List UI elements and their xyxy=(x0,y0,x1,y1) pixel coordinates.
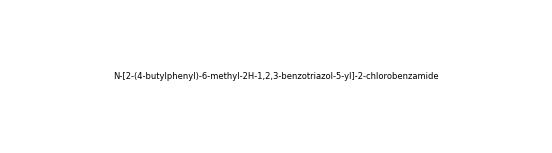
Text: N-[2-(4-butylphenyl)-6-methyl-2H-1,2,3-benzotriazol-5-yl]-2-chlorobenzamide: N-[2-(4-butylphenyl)-6-methyl-2H-1,2,3-b… xyxy=(113,72,439,81)
